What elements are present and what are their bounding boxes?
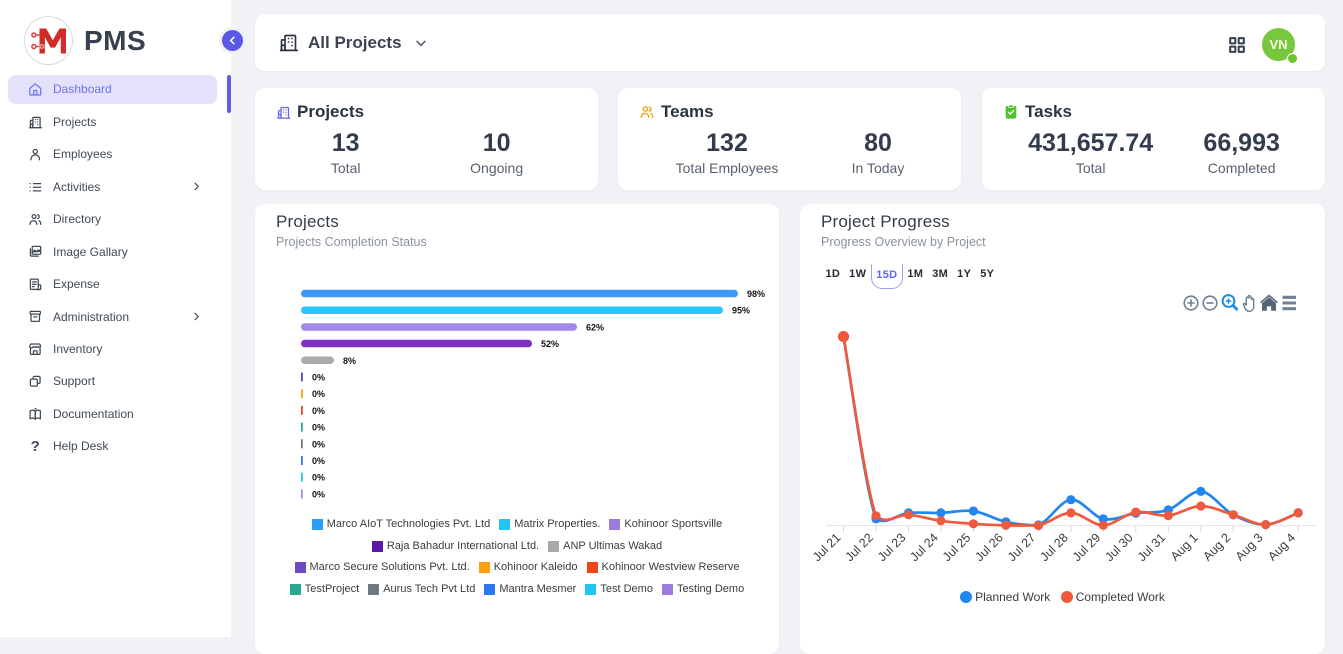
svg-text:0%: 0% bbox=[312, 439, 325, 449]
svg-text:Aug 3: Aug 3 bbox=[1233, 531, 1266, 564]
svg-text:0%: 0% bbox=[312, 473, 325, 483]
svg-text:Jul 29: Jul 29 bbox=[1070, 531, 1104, 565]
svg-text:Jul 22: Jul 22 bbox=[843, 531, 877, 565]
svg-text:Jul 24: Jul 24 bbox=[907, 531, 941, 565]
svg-text:Jul 26: Jul 26 bbox=[972, 531, 1006, 565]
svg-text:Aug 4: Aug 4 bbox=[1265, 531, 1298, 564]
svg-text:0%: 0% bbox=[312, 456, 325, 466]
svg-text:Jul 23: Jul 23 bbox=[875, 531, 909, 565]
svg-text:62%: 62% bbox=[586, 322, 604, 332]
svg-text:98%: 98% bbox=[747, 289, 765, 299]
svg-text:Jul 31: Jul 31 bbox=[1135, 531, 1169, 565]
svg-text:0%: 0% bbox=[312, 389, 325, 399]
svg-text:0%: 0% bbox=[312, 423, 325, 433]
svg-text:8%: 8% bbox=[343, 356, 356, 366]
svg-text:Jul 30: Jul 30 bbox=[1102, 531, 1136, 565]
svg-text:Aug 2: Aug 2 bbox=[1200, 531, 1233, 564]
svg-text:52%: 52% bbox=[541, 339, 559, 349]
svg-text:Jul 25: Jul 25 bbox=[940, 531, 974, 565]
svg-text:Jul 27: Jul 27 bbox=[1005, 531, 1039, 565]
svg-text:0%: 0% bbox=[312, 489, 325, 499]
svg-text:Jul 28: Jul 28 bbox=[1037, 531, 1071, 565]
svg-text:0%: 0% bbox=[312, 373, 325, 383]
svg-text:Aug 1: Aug 1 bbox=[1168, 531, 1201, 564]
svg-text:0%: 0% bbox=[312, 406, 325, 416]
svg-text:95%: 95% bbox=[732, 306, 750, 316]
svg-text:Jul 21: Jul 21 bbox=[810, 531, 844, 565]
